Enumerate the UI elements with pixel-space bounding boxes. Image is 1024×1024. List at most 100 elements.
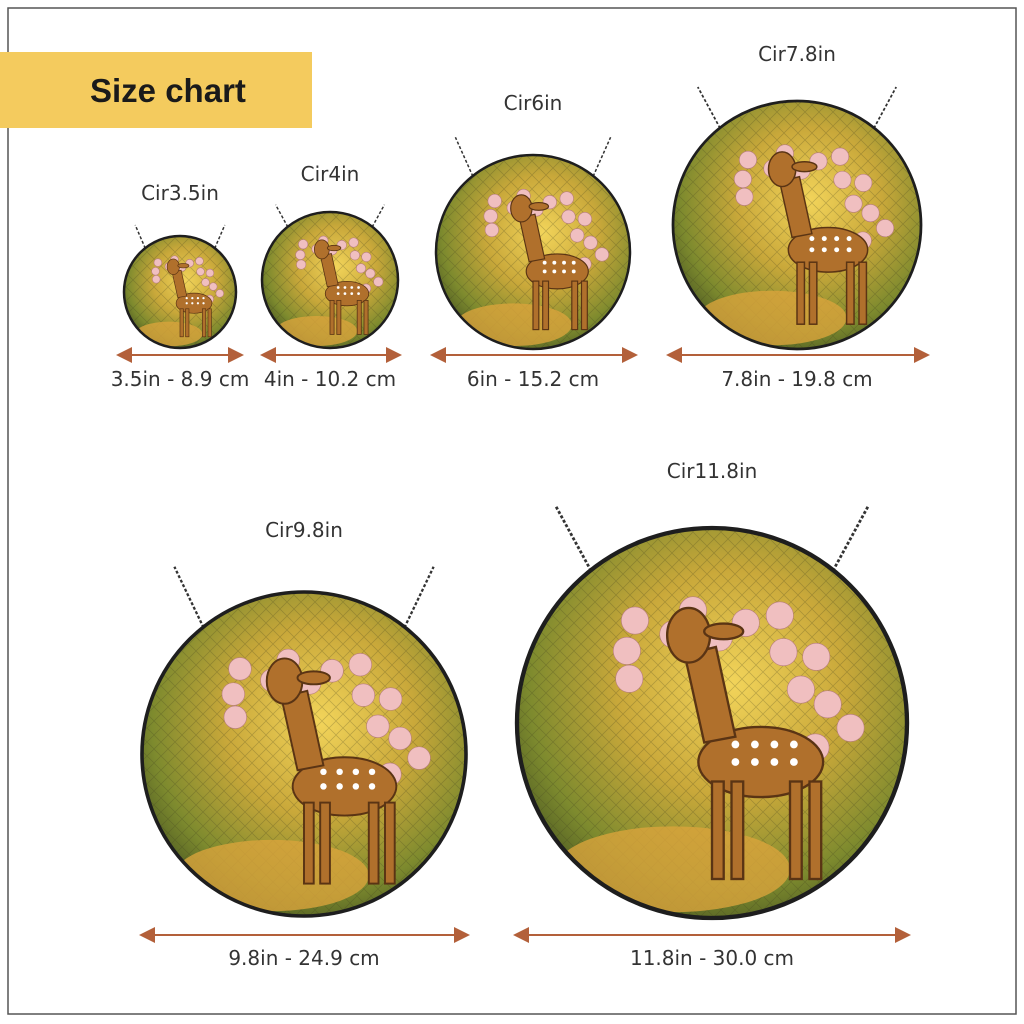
- blossom: [833, 170, 852, 189]
- fawn-leg: [303, 801, 315, 885]
- blossom: [561, 209, 576, 224]
- fawn-neck: [280, 689, 325, 772]
- blossom: [296, 259, 307, 270]
- suncatcher-art: [262, 212, 398, 348]
- fawn-leg: [845, 261, 855, 325]
- fawn-leg: [207, 308, 212, 338]
- fawn-spot: [357, 292, 360, 295]
- blossom: [765, 601, 794, 630]
- blossom: [348, 653, 372, 677]
- blossom: [577, 211, 592, 227]
- blossom: [221, 682, 245, 706]
- fawn-leg: [336, 299, 342, 335]
- size-dimension: 9.8in - 24.9 cm: [228, 946, 379, 970]
- fawn-spot: [731, 740, 740, 749]
- fawn-spot: [336, 292, 340, 295]
- chain: [371, 204, 386, 228]
- blossom: [228, 657, 252, 681]
- blossom: [831, 147, 850, 166]
- fawn-spot: [185, 297, 188, 300]
- suncatcher-art: [124, 236, 236, 348]
- fawn-spot: [770, 740, 779, 749]
- chain: [554, 505, 593, 572]
- fawn-leg: [363, 299, 369, 335]
- fawn-spot: [191, 297, 194, 300]
- fawn-neck: [683, 645, 737, 744]
- fawn-leg: [319, 801, 331, 885]
- blossom: [373, 276, 384, 287]
- fawn-spot: [770, 758, 779, 766]
- chain: [134, 224, 146, 249]
- fawn-spot: [202, 302, 205, 305]
- blossom: [351, 683, 376, 707]
- fawn-spot: [751, 758, 759, 766]
- fawn-spot: [790, 740, 798, 749]
- fawn: [265, 657, 398, 885]
- fawn-spot: [751, 740, 759, 749]
- fawn: [166, 258, 213, 338]
- blossom: [861, 204, 880, 223]
- fawn-spot: [336, 768, 343, 776]
- blossom: [583, 235, 598, 250]
- fawn-spot: [552, 269, 557, 274]
- fawn-spot: [196, 302, 200, 305]
- fawn-spot: [191, 302, 194, 305]
- rim: [140, 590, 468, 918]
- blossom: [733, 170, 752, 189]
- blossom: [365, 268, 376, 279]
- path: [697, 290, 847, 346]
- path: [455, 303, 572, 347]
- blossom: [786, 675, 815, 704]
- fawn-spot: [846, 236, 852, 242]
- path: [135, 321, 203, 347]
- fawn-spot: [336, 783, 343, 790]
- fawn-spot: [571, 269, 576, 274]
- fawn-leg: [367, 801, 380, 885]
- suncatcher-art: [517, 528, 907, 918]
- size-item: Cir6in 6in - 15.2 cm: [430, 91, 638, 391]
- title: Size chart: [90, 72, 246, 109]
- blossom: [223, 705, 247, 729]
- fawn-spot: [352, 768, 360, 776]
- fawn-leg: [185, 308, 190, 338]
- chain: [454, 136, 474, 177]
- blossom: [196, 267, 205, 276]
- fawn-spot: [343, 292, 347, 295]
- fawn-leg: [788, 780, 803, 881]
- blossom: [802, 642, 831, 671]
- blossom: [298, 239, 309, 250]
- fawn-spot: [790, 758, 798, 766]
- fawn-spot: [562, 269, 566, 274]
- fawn-spot: [368, 768, 376, 776]
- fawn-ear: [791, 161, 818, 173]
- fawn-spot: [731, 758, 740, 766]
- fawn-head: [665, 606, 712, 664]
- blossom: [366, 714, 390, 738]
- fawn-ear: [703, 622, 745, 641]
- fawn-leg: [571, 280, 579, 331]
- fawn-leg: [329, 299, 335, 335]
- size-item: Cir3.5in 3.5in - 8.9 cm: [111, 181, 250, 391]
- size-label: Cir4in: [301, 162, 360, 186]
- fawn-spot: [320, 783, 327, 790]
- fawn-leg: [796, 261, 806, 325]
- blossom: [813, 690, 842, 719]
- blossom: [735, 187, 754, 206]
- fawn-spot: [350, 286, 354, 289]
- suncatcher-art: [673, 101, 921, 349]
- blossom: [484, 222, 499, 238]
- fawn-spot: [846, 247, 852, 253]
- fawn-spot: [562, 260, 566, 265]
- fawn-spot: [368, 783, 376, 790]
- fawn-spot: [821, 247, 827, 253]
- banner: [0, 52, 312, 128]
- path: [275, 316, 358, 346]
- fawn-head: [510, 194, 533, 223]
- chain: [831, 505, 870, 572]
- fawn-spot: [352, 783, 360, 790]
- blossom: [295, 249, 306, 260]
- blossom: [615, 664, 644, 693]
- chain: [873, 86, 897, 129]
- blossom: [349, 250, 360, 261]
- fawn-ear: [528, 201, 550, 211]
